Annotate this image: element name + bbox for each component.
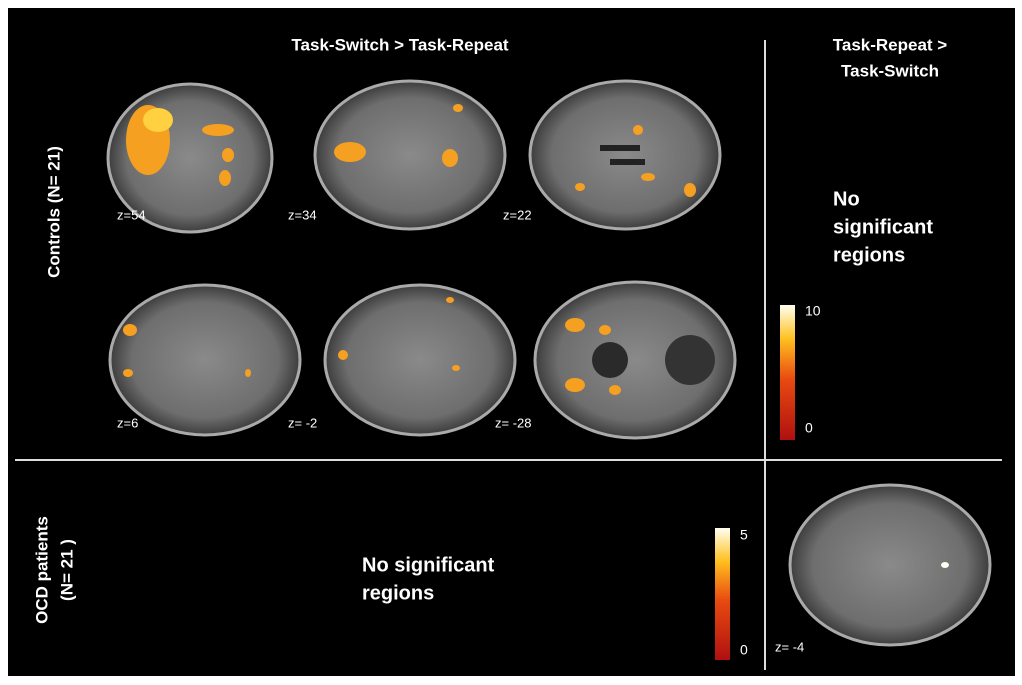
column-title: Task-Switch > Task-Repeat	[291, 35, 508, 54]
brain-slices	[106, 79, 992, 647]
colorbar-min: 0	[805, 420, 813, 436]
slice-label: z=34	[288, 207, 317, 222]
no-result: No	[833, 188, 860, 210]
row-label: Controls (N= 21)	[44, 146, 63, 278]
no-result: No significant	[362, 554, 495, 576]
slice-label: z= -28	[495, 415, 532, 430]
no-result: regions	[362, 582, 434, 604]
colorbar-max: 5	[740, 527, 748, 543]
slice-label: z= -4	[775, 639, 804, 654]
slice-label: z= -2	[288, 415, 317, 430]
slice-label: z=54	[117, 207, 146, 222]
row-label: OCD patients	[32, 516, 51, 624]
no-result: regions	[833, 244, 905, 266]
colorbar-max: 10	[805, 303, 821, 319]
colorbar-min: 0	[740, 642, 748, 658]
row-label: (N= 21 )	[57, 539, 76, 601]
colorbar	[780, 305, 795, 440]
no-result: significant	[833, 216, 933, 238]
colorbar	[715, 528, 730, 660]
slice-label: z=22	[503, 207, 532, 222]
column-title: Task-Switch	[841, 61, 939, 80]
slice-label: z=6	[117, 415, 138, 430]
column-title: Task-Repeat >	[833, 35, 948, 54]
